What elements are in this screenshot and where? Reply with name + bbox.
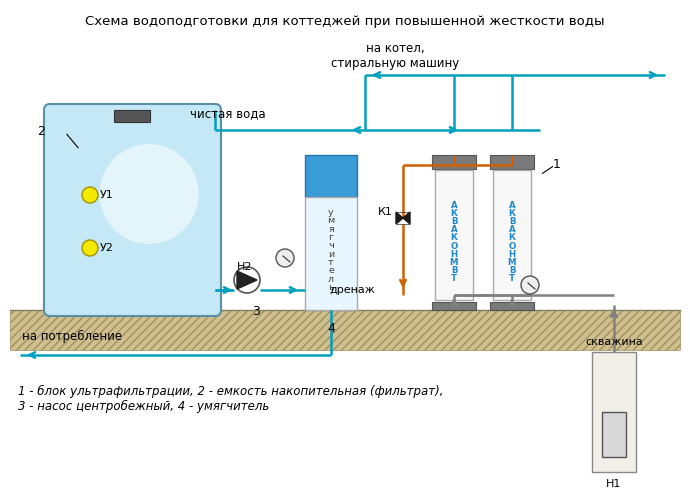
Circle shape — [82, 187, 98, 203]
Bar — [490, 155, 534, 169]
Text: 3: 3 — [252, 305, 260, 318]
Text: 1: 1 — [553, 158, 561, 171]
Bar — [432, 155, 476, 169]
Text: 2: 2 — [37, 125, 45, 138]
Bar — [305, 197, 357, 310]
Bar — [592, 352, 636, 472]
Text: Схема водоподготовки для коттеджей при повышенной жесткости воды: Схема водоподготовки для коттеджей при п… — [86, 15, 604, 28]
Text: А
К
В
А
К
О
Н
М
В
Т: А К В А К О Н М В Т — [508, 201, 516, 283]
FancyBboxPatch shape — [44, 104, 221, 316]
Circle shape — [234, 267, 260, 293]
Polygon shape — [396, 212, 403, 224]
Text: К1: К1 — [378, 207, 393, 217]
Circle shape — [276, 249, 294, 267]
Text: Н1: Н1 — [607, 479, 622, 489]
Bar — [493, 170, 531, 300]
Text: 4: 4 — [327, 322, 335, 335]
Bar — [432, 302, 476, 310]
Bar — [490, 302, 534, 310]
Polygon shape — [403, 212, 410, 224]
Text: Н2: Н2 — [237, 262, 253, 272]
Bar — [305, 155, 357, 197]
Text: дренаж: дренаж — [329, 285, 375, 295]
Text: на котел,
стиральную машину: на котел, стиральную машину — [331, 42, 459, 70]
Text: у
м
я
г
ч
и
т
е
л
ь: у м я г ч и т е л ь — [327, 208, 335, 292]
Bar — [602, 412, 626, 457]
Text: У2: У2 — [100, 243, 114, 253]
Bar — [10, 310, 680, 350]
Text: У1: У1 — [100, 190, 114, 200]
Bar — [435, 170, 473, 300]
Text: на потребление: на потребление — [22, 330, 122, 343]
Polygon shape — [237, 271, 257, 289]
Text: чистая вода: чистая вода — [190, 107, 266, 120]
Circle shape — [82, 240, 98, 256]
Text: А
К
В
А
К
О
Н
М
В
Т: А К В А К О Н М В Т — [450, 201, 458, 283]
Bar — [114, 110, 150, 122]
Text: скважина: скважина — [585, 337, 643, 347]
Circle shape — [521, 276, 539, 294]
Ellipse shape — [99, 144, 199, 244]
Text: 1 - блок ультрафильтрации, 2 - емкость накопительная (фильтрат),
3 - насос центр: 1 - блок ультрафильтрации, 2 - емкость н… — [18, 385, 444, 413]
